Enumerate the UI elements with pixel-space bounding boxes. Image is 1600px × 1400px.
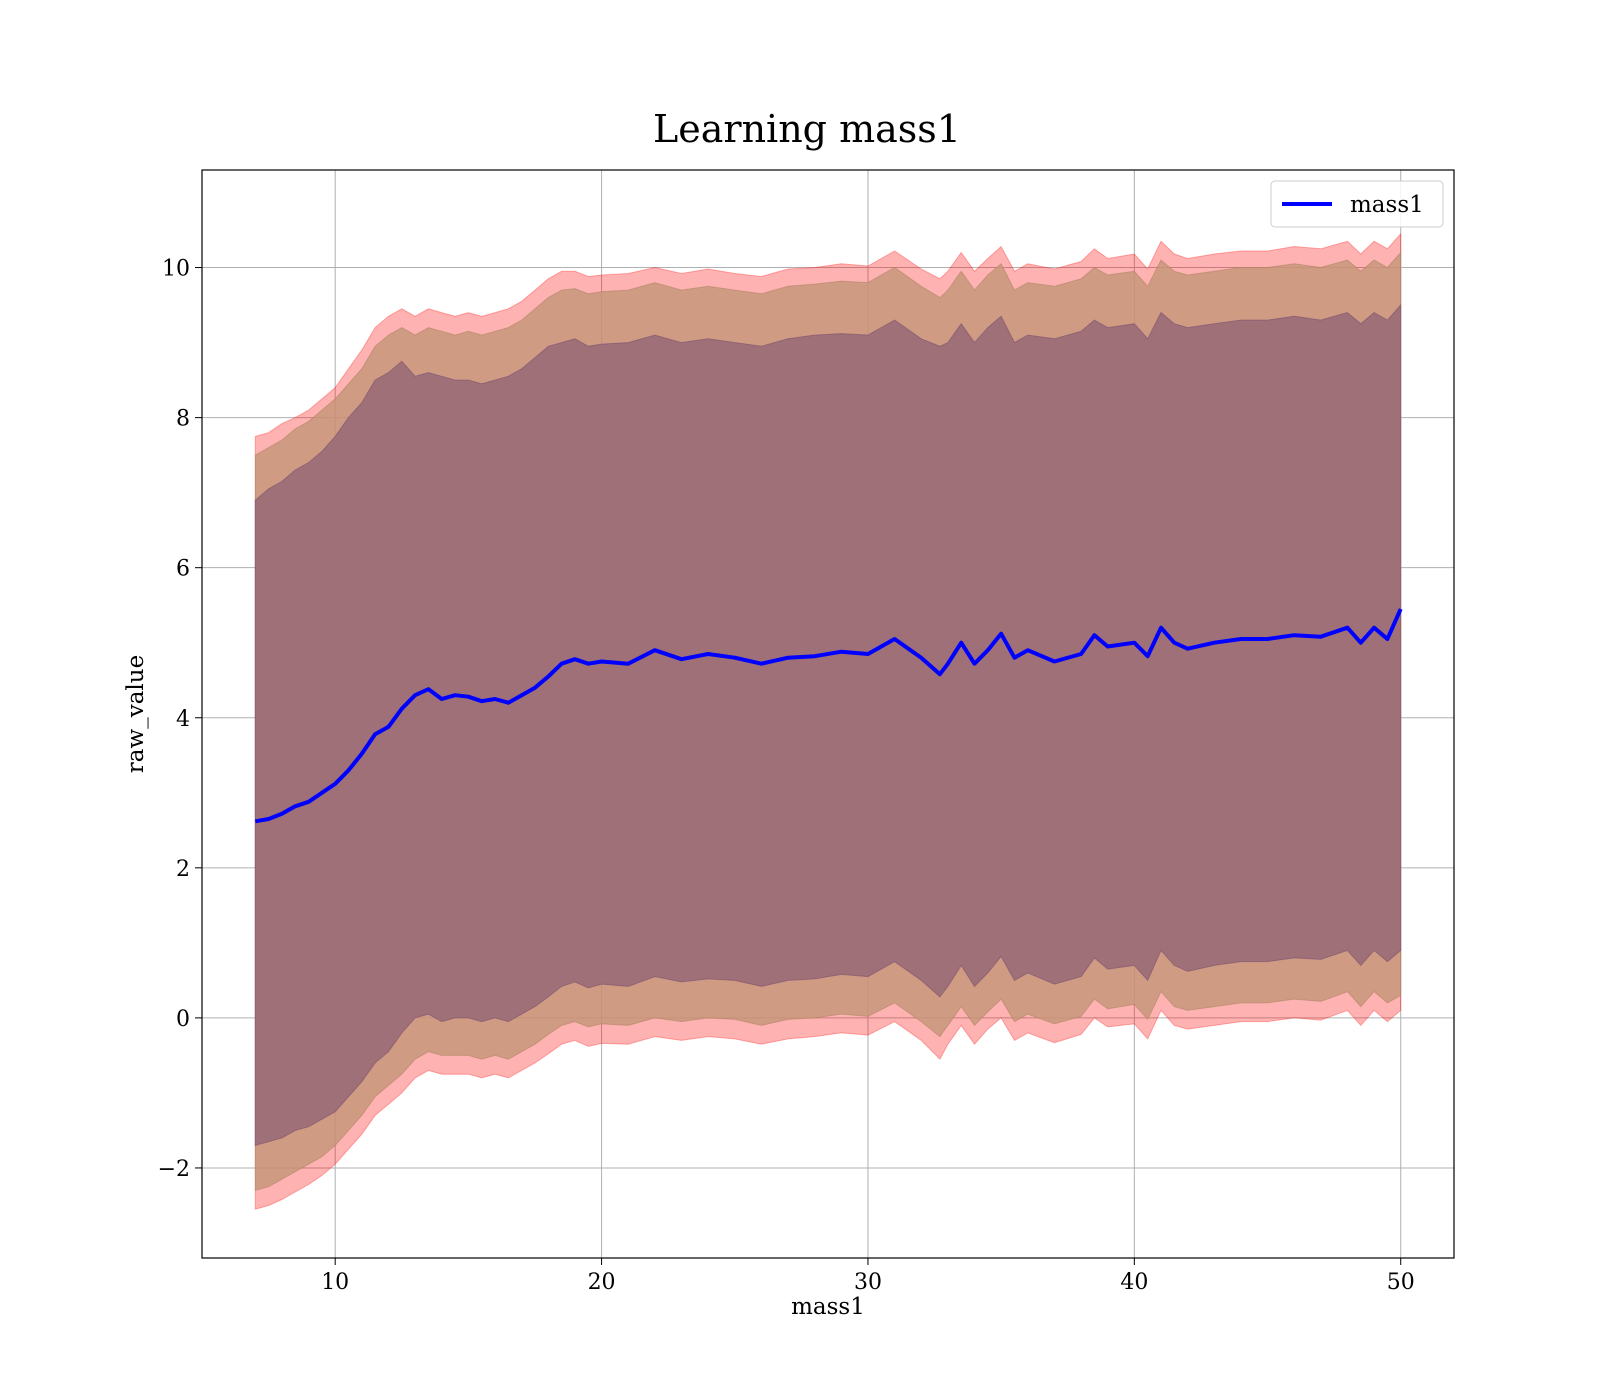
y-axis-label: raw_value [123, 655, 149, 773]
y-tick-label: 4 [176, 707, 190, 732]
y-tick-label: 2 [176, 857, 190, 882]
series-line-mass1 [254, 608, 1403, 824]
y-axis-ticks: −2 0 2 4 6 8 10 [158, 257, 202, 1182]
legend: mass1 [1270, 180, 1444, 228]
x-tick-label: 50 [1387, 1270, 1415, 1295]
x-axis-label: mass1 [791, 1294, 865, 1320]
y-tick-label: 6 [176, 557, 190, 582]
y-tick-label: −2 [158, 1157, 190, 1182]
confidence-bands [254, 232, 1402, 1210]
series-lines [254, 608, 1403, 824]
x-tick-label: 30 [854, 1270, 882, 1295]
legend-box [1270, 180, 1444, 228]
x-tick-label: 20 [588, 1270, 616, 1295]
chart-title: Learning mass1 [653, 107, 961, 151]
y-tick-label: 0 [176, 1007, 190, 1032]
plot-frame [201, 169, 1455, 1259]
y-tick-label: 8 [176, 407, 190, 432]
x-tick-label: 40 [1120, 1270, 1148, 1295]
y-tick-label: 10 [162, 257, 190, 282]
legend-entry-mass1: mass1 [1350, 192, 1424, 218]
x-axis-ticks: 10 20 30 40 50 [321, 1258, 1415, 1295]
band-inner [254, 303, 1402, 1147]
x-tick-label: 10 [321, 1270, 349, 1295]
